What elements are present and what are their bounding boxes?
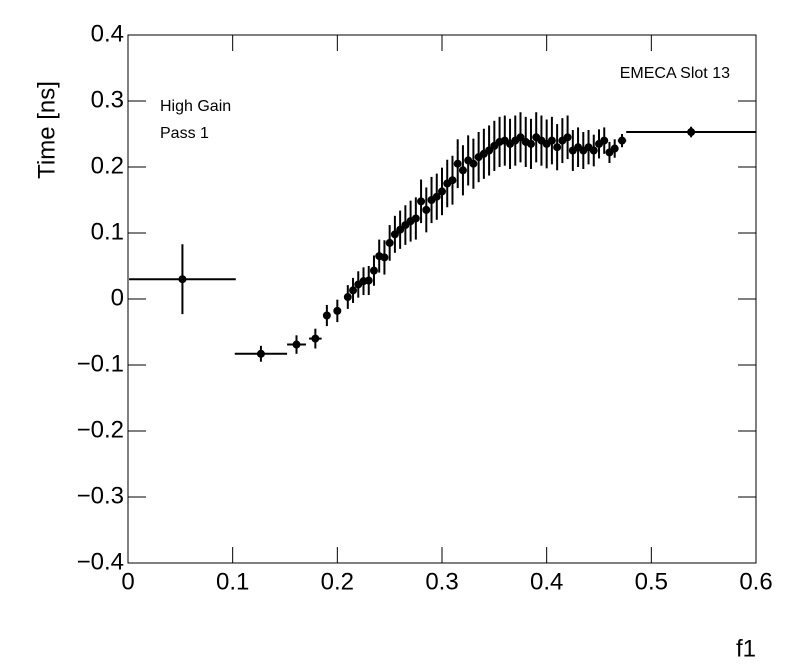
y-axis-label: Time [ns] bbox=[33, 81, 60, 179]
data-point bbox=[469, 159, 478, 168]
data-point bbox=[618, 136, 627, 145]
data-point bbox=[600, 136, 609, 145]
y-tick-label: −0.1 bbox=[77, 350, 124, 377]
data-point bbox=[526, 139, 535, 148]
data-point bbox=[411, 214, 420, 223]
x-tick-label: 0 bbox=[121, 568, 134, 595]
data-point bbox=[390, 230, 399, 239]
data-point bbox=[547, 136, 556, 145]
y-tick-label: 0 bbox=[111, 284, 124, 311]
data-point bbox=[516, 133, 525, 142]
y-tick-label: −0.2 bbox=[77, 416, 124, 443]
data-point bbox=[432, 192, 441, 201]
data-point bbox=[343, 293, 352, 302]
data-point bbox=[292, 340, 301, 349]
data-point bbox=[448, 176, 457, 185]
data-point bbox=[422, 205, 431, 214]
data-point bbox=[369, 266, 378, 275]
y-tick-label: 0.1 bbox=[91, 218, 124, 245]
y-tick-label: 0.4 bbox=[91, 20, 124, 47]
x-tick-label: 0.4 bbox=[530, 568, 563, 595]
data-point bbox=[485, 146, 494, 155]
data-point bbox=[178, 275, 187, 284]
data-point bbox=[417, 197, 426, 206]
y-tick-label: −0.3 bbox=[77, 482, 124, 509]
y-tick-label: 0.3 bbox=[91, 86, 124, 113]
data-point bbox=[380, 253, 389, 262]
annotation: High Gain bbox=[160, 98, 231, 115]
x-tick-label: 0.3 bbox=[425, 568, 458, 595]
annotation: Pass 1 bbox=[160, 125, 209, 142]
data-point bbox=[385, 238, 394, 247]
annotation: EMECA Slot 13 bbox=[620, 65, 730, 82]
x-tick-label: 0.6 bbox=[739, 568, 772, 595]
data-point bbox=[322, 311, 331, 320]
data-point bbox=[349, 286, 358, 295]
x-tick-label: 0.5 bbox=[635, 568, 668, 595]
data-point bbox=[256, 349, 265, 358]
data-point bbox=[458, 166, 467, 175]
y-tick-label: −0.4 bbox=[77, 548, 124, 575]
data-point bbox=[589, 146, 598, 155]
data-point bbox=[396, 225, 405, 234]
data-point bbox=[553, 143, 562, 152]
x-tick-label: 0.1 bbox=[216, 568, 249, 595]
data-point bbox=[364, 276, 373, 285]
data-point bbox=[333, 306, 342, 315]
x-tick-label: 0.2 bbox=[321, 568, 354, 595]
data-point bbox=[610, 144, 619, 153]
x-axis-label: f1 bbox=[736, 635, 756, 662]
data-point bbox=[453, 159, 462, 168]
data-point bbox=[563, 133, 572, 142]
data-point bbox=[311, 334, 320, 343]
data-point bbox=[438, 187, 446, 196]
y-tick-label: 0.2 bbox=[91, 152, 124, 179]
data-point bbox=[687, 128, 696, 137]
